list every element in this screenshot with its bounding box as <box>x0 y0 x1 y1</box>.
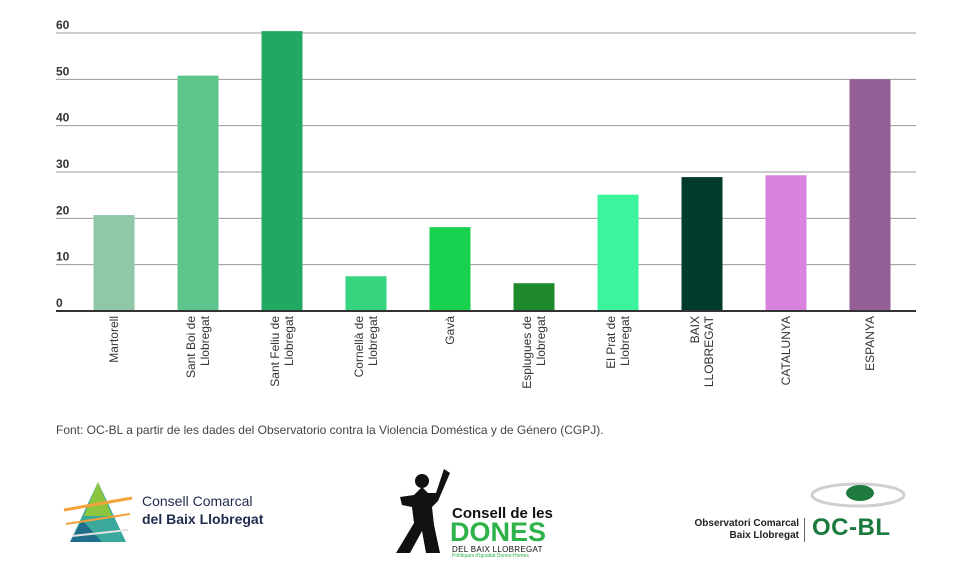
bar <box>765 175 807 311</box>
x-tick-label: LLOBREGAT <box>702 315 716 387</box>
bar <box>681 177 723 311</box>
bar <box>597 194 639 311</box>
consell-comarcal-logo: Consell Comarcal del Baix Llobregat <box>62 478 282 548</box>
y-tick-label: 30 <box>56 157 70 171</box>
x-tick-label: Llobregat <box>534 315 548 366</box>
y-tick-label: 10 <box>56 250 70 264</box>
bar <box>513 283 555 311</box>
x-tick-label: Llobregat <box>366 315 380 366</box>
y-tick-label: 60 <box>56 18 70 32</box>
ocbl-subtitle-line1: Observatori Comarcal <box>694 518 800 529</box>
x-tick-label: Esplugues de <box>520 316 534 389</box>
y-tick-label: 50 <box>56 64 70 78</box>
x-tick-label: Sant Feliu de <box>268 316 282 387</box>
ccbl-emblem-icon <box>63 482 133 542</box>
y-tick-label: 0 <box>56 296 63 310</box>
ccbl-name-line1: Consell Comarcal <box>142 493 253 509</box>
source-note: Font: OC-BL a partir de les dades del Ob… <box>56 423 604 437</box>
ccbl-name-line2: del Baix Llobregat <box>142 511 264 527</box>
x-tick-label: Martorell <box>107 316 121 363</box>
x-tick-label: El Prat de <box>604 316 618 369</box>
consell-dones-logo: Consell de les DONES DEL BAIX LLOBREGAT … <box>392 465 592 560</box>
x-tick-label: Sant Boi de <box>184 316 198 378</box>
ocbl-emblem-icon <box>810 482 906 508</box>
x-tick-label: Gavà <box>443 316 457 345</box>
x-tick-label: Cornellà de <box>352 316 366 378</box>
y-tick-label: 40 <box>56 111 70 125</box>
dancer-silhouette-icon <box>396 469 450 553</box>
x-tick-label: BAIX <box>688 316 702 343</box>
ocbl-divider <box>804 518 805 542</box>
ocbl-acronym: OC-BL <box>812 514 891 541</box>
bar <box>345 276 387 311</box>
bar <box>849 79 891 311</box>
ocbl-logo: Observatori Comarcal Baix Llobregat OC-B… <box>680 480 910 550</box>
dones-subtitle: DEL BAIX LLOBREGAT <box>452 545 543 554</box>
x-tick-label: CATALUNYA <box>779 316 793 385</box>
x-tick-label: Llobregat <box>282 315 296 366</box>
dones-tagline: Polítiques d'Igualtat Dones-Homes <box>452 553 529 559</box>
y-tick-label: 20 <box>56 203 70 217</box>
x-tick-label: ESPANYA <box>863 316 877 371</box>
dones-title-line2: DONES <box>450 517 547 547</box>
bar <box>429 227 471 311</box>
bar <box>93 215 135 311</box>
ocbl-subtitle-line2: Baix Llobregat <box>729 530 799 541</box>
bar <box>177 75 219 311</box>
bar <box>261 31 303 311</box>
x-tick-label: Llobregat <box>618 315 632 366</box>
dones-title-line1: Consell de les <box>452 505 553 522</box>
x-tick-label: Llobregat <box>198 315 212 366</box>
